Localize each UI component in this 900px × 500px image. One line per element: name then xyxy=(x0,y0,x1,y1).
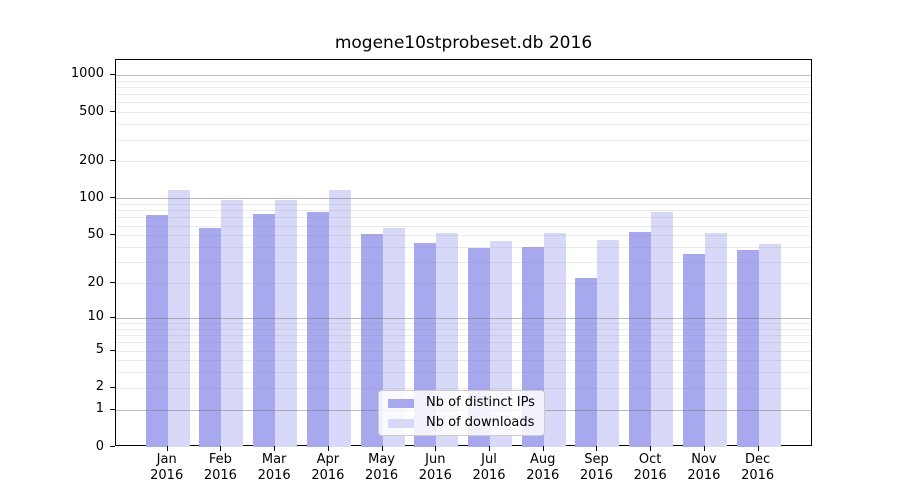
plot-area xyxy=(115,59,812,447)
gridline-minor xyxy=(116,342,811,344)
y-tick-mark xyxy=(110,160,115,162)
gridline-minor xyxy=(116,124,811,126)
y-tick-label: 0 xyxy=(95,438,104,454)
bar-downloads-8 xyxy=(597,239,620,447)
x-tick-label: Sep 2016 xyxy=(579,452,613,483)
gridline-minor xyxy=(116,86,811,88)
bar-downloads-2 xyxy=(275,199,298,447)
y-tick-label: 10 xyxy=(87,309,104,325)
legend: Nb of distinct IPs Nb of downloads xyxy=(378,390,545,436)
y-tick-mark xyxy=(110,349,115,351)
gridline-minor xyxy=(116,204,811,206)
bar-distinct-ips-8 xyxy=(575,278,598,447)
legend-swatch-downloads-icon xyxy=(388,418,414,428)
legend-swatch-distinct-ips-icon xyxy=(388,398,414,408)
y-tick-label: 5 xyxy=(95,342,104,357)
gridline-major xyxy=(116,317,811,319)
gridline-minor xyxy=(116,112,811,114)
gridline-minor xyxy=(116,235,811,237)
gridline-minor xyxy=(116,247,811,248)
x-tick-label: Mar 2016 xyxy=(257,452,291,483)
gridline-minor xyxy=(116,328,811,330)
x-tick-mark xyxy=(166,446,168,451)
x-tick-label: May 2016 xyxy=(365,452,399,483)
gridline-minor xyxy=(116,262,811,264)
bar-downloads-10 xyxy=(704,233,727,447)
bar-downloads-1 xyxy=(221,199,244,447)
bar-distinct-ips-2 xyxy=(253,214,276,447)
gridline-minor xyxy=(116,372,811,374)
y-tick-mark xyxy=(110,111,115,113)
y-tick-label: 20 xyxy=(87,274,104,290)
x-tick-mark xyxy=(381,446,383,451)
gridline-minor xyxy=(116,94,811,96)
y-tick-label: 1000 xyxy=(70,66,104,82)
gridline-minor xyxy=(116,102,811,104)
x-tick-label: Aug 2016 xyxy=(526,452,560,483)
y-tick-mark xyxy=(110,282,115,284)
y-tick-mark xyxy=(110,316,115,318)
gridline-minor xyxy=(116,210,811,212)
y-tick-mark xyxy=(110,408,115,410)
x-tick-mark xyxy=(596,446,598,451)
x-tick-mark xyxy=(327,446,329,451)
x-tick-mark xyxy=(274,446,276,451)
x-tick-mark xyxy=(220,446,222,451)
gridline-minor xyxy=(116,139,811,141)
x-tick-mark xyxy=(489,446,491,451)
gridline-minor xyxy=(116,387,811,389)
x-tick-mark xyxy=(703,446,705,451)
y-tick-label: 50 xyxy=(87,226,104,242)
gridline-major xyxy=(116,198,811,200)
bar-distinct-ips-0 xyxy=(145,215,168,447)
bar-downloads-11 xyxy=(758,244,781,447)
x-tick-mark xyxy=(542,446,544,451)
x-tick-label: Jul 2016 xyxy=(472,452,506,483)
bar-distinct-ips-4 xyxy=(360,234,383,447)
legend-item-downloads: Nb of downloads xyxy=(388,415,535,431)
y-tick-mark xyxy=(110,73,115,75)
x-tick-label: Jan 2016 xyxy=(150,452,184,483)
bar-distinct-ips-3 xyxy=(306,212,329,447)
gridline-major xyxy=(116,74,811,76)
gridline-minor xyxy=(116,335,811,337)
gridline-minor xyxy=(116,323,811,324)
bar-downloads-7 xyxy=(543,233,566,447)
y-tick-label: 200 xyxy=(79,152,104,168)
y-tick-mark xyxy=(110,234,115,236)
y-tick-mark xyxy=(110,386,115,388)
legend-label-distinct-ips: Nb of distinct IPs xyxy=(426,395,535,410)
x-tick-label: Feb 2016 xyxy=(203,452,237,483)
bar-distinct-ips-1 xyxy=(199,228,222,447)
gridline-minor xyxy=(116,217,811,219)
x-tick-label: Dec 2016 xyxy=(741,452,775,483)
y-tick-label: 100 xyxy=(79,189,104,205)
x-tick-label: Jun 2016 xyxy=(418,452,452,483)
bar-downloads-9 xyxy=(651,211,674,447)
chart-title: mogene10stprobeset.db 2016 xyxy=(334,33,593,53)
x-tick-label: Nov 2016 xyxy=(687,452,721,483)
y-tick-label: 1 xyxy=(95,401,104,417)
y-tick-mark xyxy=(110,446,115,447)
gridline-minor xyxy=(116,225,811,227)
x-tick-label: Apr 2016 xyxy=(311,452,345,483)
bar-distinct-ips-9 xyxy=(629,232,652,447)
bar-distinct-ips-11 xyxy=(736,249,759,447)
gridline-minor xyxy=(116,283,811,285)
bar-distinct-ips-10 xyxy=(682,254,705,447)
gridline-minor xyxy=(116,350,811,352)
gridline-minor xyxy=(116,80,811,82)
legend-item-distinct-ips: Nb of distinct IPs xyxy=(388,395,535,411)
x-tick-label: Oct 2016 xyxy=(633,452,667,483)
y-tick-mark xyxy=(110,197,115,199)
x-tick-mark xyxy=(757,446,759,451)
gridline-minor xyxy=(116,360,811,362)
y-tick-label: 500 xyxy=(79,103,104,119)
y-tick-label: 2 xyxy=(95,379,104,395)
x-tick-mark xyxy=(650,446,652,451)
legend-label-downloads: Nb of downloads xyxy=(426,415,535,430)
x-tick-mark xyxy=(435,446,437,451)
gridline-minor xyxy=(116,161,811,163)
